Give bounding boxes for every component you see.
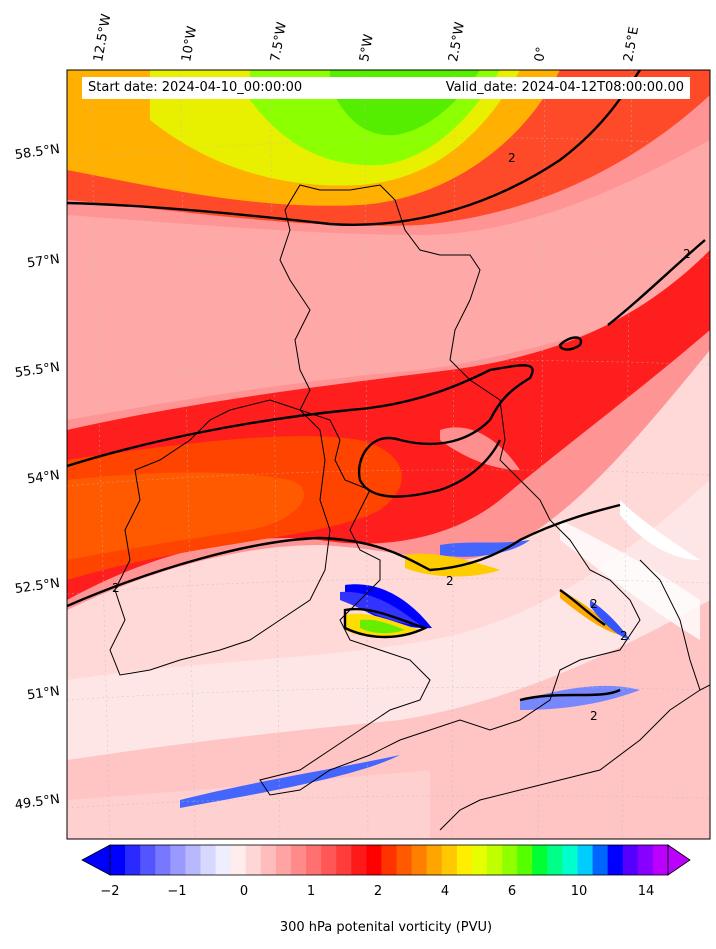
contour-labels: 2 2 2 2 2 2 2: [112, 151, 691, 723]
contour-label: 2: [508, 151, 516, 165]
colorbar-swatch: [441, 845, 458, 875]
colorbar-swatch: [426, 845, 443, 875]
lon-label: 0°: [532, 45, 550, 63]
colorbar-swatch: [110, 845, 126, 875]
colorbar-swatch: [471, 845, 488, 875]
colorbar-swatch: [577, 845, 594, 875]
colorbar-swatch: [607, 845, 624, 875]
colorbar-swatch: [125, 845, 141, 875]
colorbar-swatch: [637, 845, 654, 875]
contour-label: 2: [590, 709, 598, 723]
colorbar-extend-low: [81, 844, 111, 876]
colorbar-tick: 14: [637, 884, 655, 899]
colorbar-swatch: [351, 845, 367, 875]
colorbar-swatch: [366, 845, 382, 875]
colorbar-swatch: [381, 845, 398, 875]
colorbar-tick: −2: [100, 884, 120, 899]
valid-date: Valid_date: 2024-04-12T08:00:00.00: [445, 80, 684, 95]
colorbar-swatch: [411, 845, 428, 875]
colorbar-swatch: [562, 845, 579, 875]
contour-label: 2: [446, 574, 454, 588]
date-info-box: Start date: 2024-04-10_00:00:00 Valid_da…: [82, 77, 690, 99]
colorbar-tick: 10: [570, 884, 588, 899]
colorbar-tick: 0: [239, 884, 249, 899]
colorbar-swatch: [456, 845, 473, 875]
colorbar-tick: 4: [440, 884, 450, 899]
colorbar-frame: [109, 844, 669, 876]
colorbar-swatch: [547, 845, 563, 875]
colorbar-swatch: [260, 845, 277, 875]
colorbar-tick: 6: [507, 884, 517, 899]
colorbar-swatch: [200, 845, 217, 875]
colorbar-swatch: [622, 845, 639, 875]
colorbar-swatch: [532, 845, 548, 875]
pv-field: 2 2 2 2 2 2 2: [67, 70, 710, 839]
map-frame: [66, 69, 711, 840]
colorbar-swatch: [215, 845, 232, 875]
contour-label: 2: [620, 629, 628, 643]
colorbar-swatch: [245, 845, 262, 875]
colorbar-swatch: [306, 845, 322, 875]
colorbar-swatch: [517, 845, 533, 875]
colorbar-swatch: [185, 845, 201, 875]
contour-label: 2: [112, 581, 120, 595]
contour-label: 2: [590, 597, 598, 611]
colorbar-swatch: [487, 845, 503, 875]
colorbar-extend-high: [667, 844, 691, 876]
colorbar-swatch: [592, 845, 609, 875]
colorbar-tick: 2: [373, 884, 383, 899]
colorbar-tick: 1: [306, 884, 316, 899]
colorbar-swatch: [290, 845, 307, 875]
contour-label: 2: [683, 247, 691, 261]
colorbar-swatch: [230, 845, 247, 875]
start-date: Start date: 2024-04-10_00:00:00: [88, 80, 303, 95]
colorbar-swatch: [502, 845, 518, 875]
colorbar-swatch: [652, 845, 669, 875]
colorbar-swatch: [336, 845, 352, 875]
colorbar-swatch: [275, 845, 292, 875]
colorbar-swatch: [140, 845, 156, 875]
colorbar: [81, 844, 691, 876]
colorbar-swatch: [396, 845, 413, 875]
colorbar-label: 300 hPa potenital vorticity (PVU): [279, 920, 493, 935]
colorbar-tick: −1: [167, 884, 187, 899]
pv-2-contours: [67, 70, 706, 702]
coastline: [109, 184, 710, 831]
colorbar-swatch: [155, 845, 171, 875]
colorbar-swatch: [321, 845, 337, 875]
colorbar-swatch: [170, 845, 186, 875]
